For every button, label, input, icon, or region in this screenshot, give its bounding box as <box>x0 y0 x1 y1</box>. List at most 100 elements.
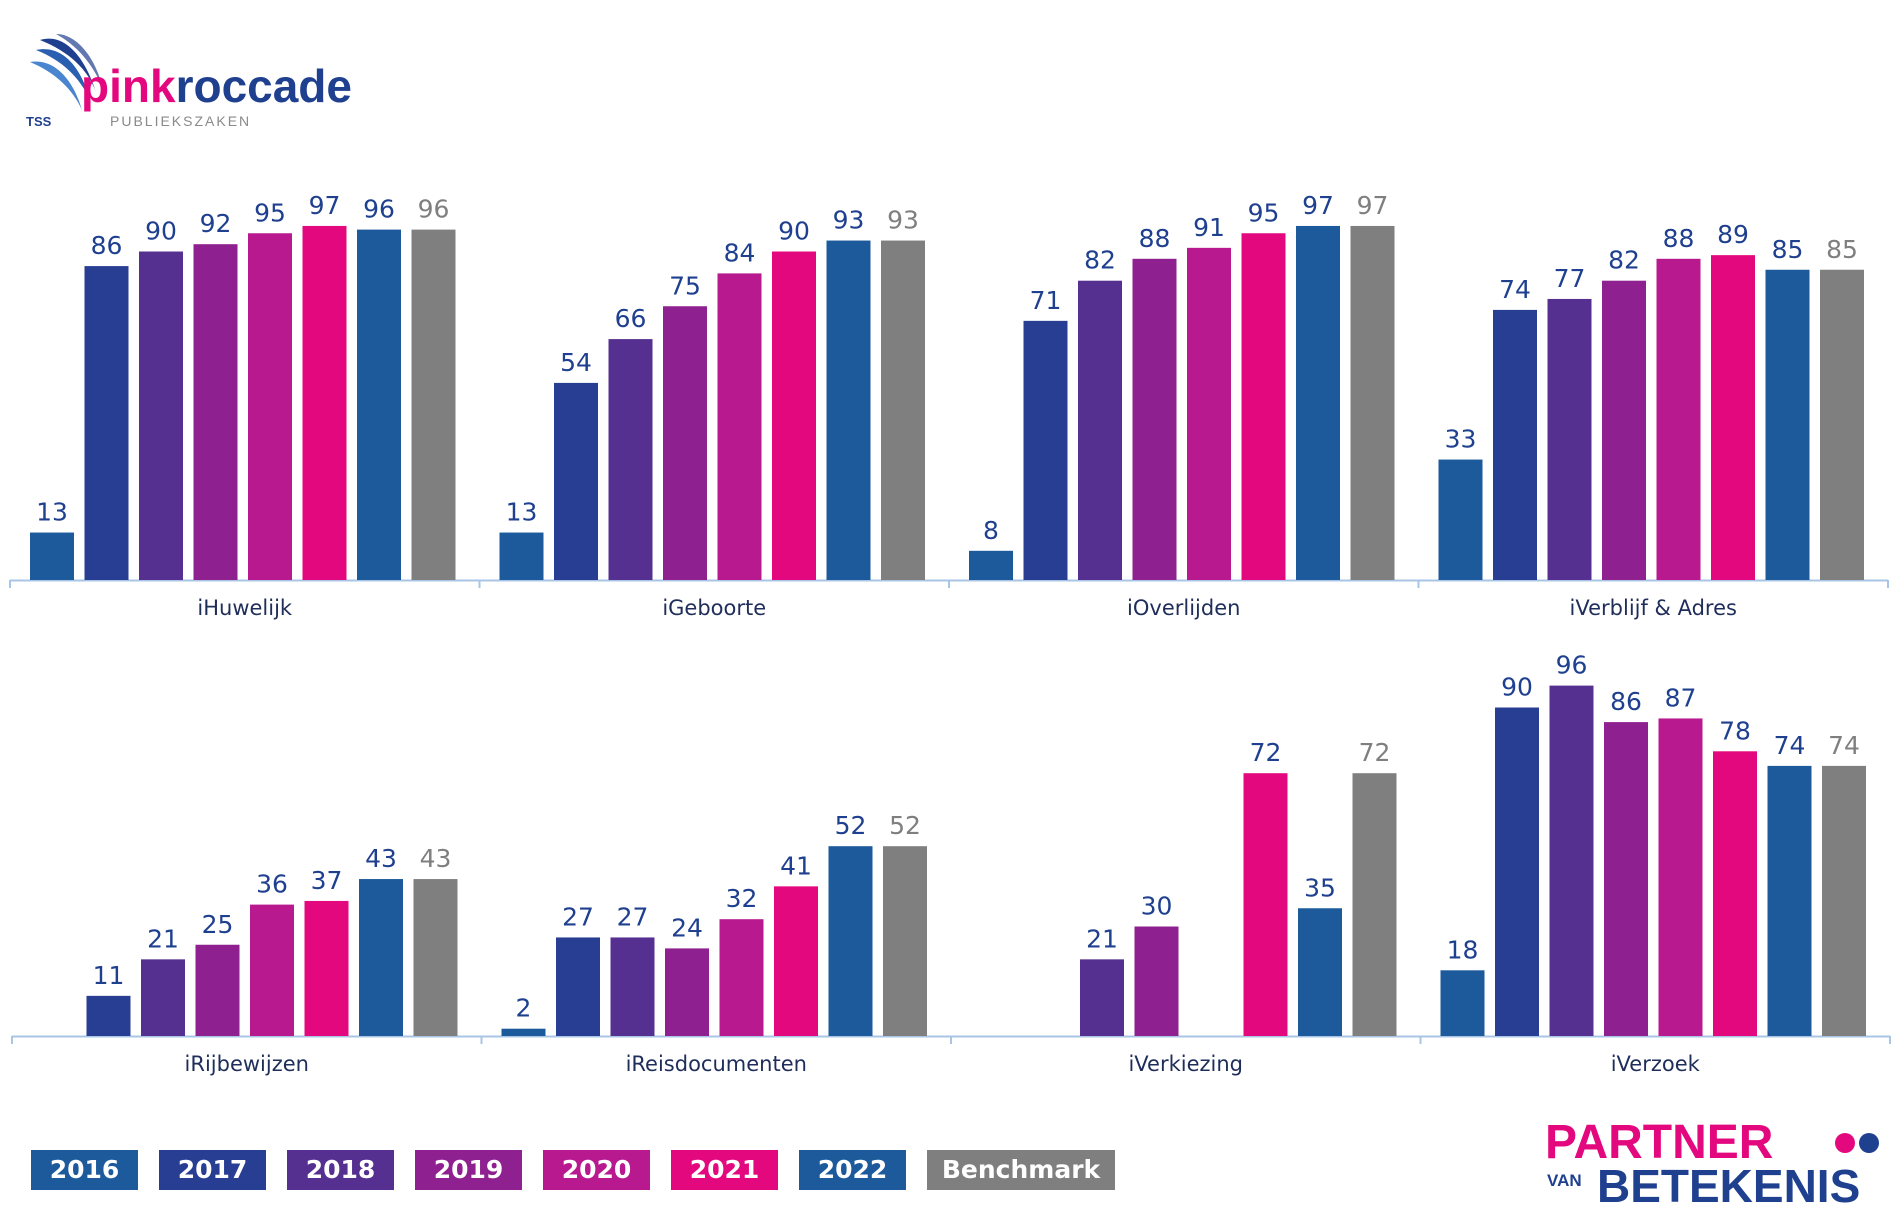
data-label: 90 <box>1501 673 1533 702</box>
category-label: iReisdocumenten <box>626 1052 807 1076</box>
data-label: 91 <box>1193 213 1225 242</box>
bar-2019 <box>663 306 707 580</box>
data-label: 35 <box>1304 873 1336 902</box>
partner-van-betekenis-logo: PARTNER VAN BETEKENIS <box>1545 1116 1879 1206</box>
category-label: iRijbewijzen <box>185 1052 309 1076</box>
category-label: iVerzoek <box>1611 1052 1701 1076</box>
bar-2016 <box>30 532 74 580</box>
bar-2016 <box>499 532 544 580</box>
data-label: 75 <box>669 271 701 300</box>
data-label: 87 <box>1665 683 1697 712</box>
bar-2020 <box>1656 258 1701 580</box>
data-label: 93 <box>833 206 865 235</box>
bar-2018 <box>1547 298 1592 580</box>
bar-benchmark <box>1822 765 1866 1036</box>
bar-2020 <box>1658 718 1703 1036</box>
bar-2021 <box>1711 255 1755 580</box>
bar-benchmark <box>1820 269 1864 580</box>
category-label: iGeboorte <box>662 596 766 620</box>
partner-van-word: VAN <box>1547 1171 1582 1190</box>
bar-2021 <box>1713 751 1757 1036</box>
data-label: 74 <box>1828 731 1860 760</box>
data-label: 52 <box>835 811 867 840</box>
category-label: iOverlijden <box>1127 596 1240 620</box>
logo-word-pink: pink <box>81 60 176 112</box>
bar-benchmark <box>883 846 927 1036</box>
data-label: 8 <box>983 516 999 545</box>
bar-2017 <box>1495 707 1539 1036</box>
data-label: 27 <box>617 902 649 931</box>
bar-2016 <box>1440 970 1485 1036</box>
data-label: 66 <box>615 304 647 333</box>
bar-benchmark <box>1352 773 1397 1036</box>
logo-subtitle: PUBLIEKSZAKEN <box>110 113 251 129</box>
logo-swirl-icon <box>30 34 102 110</box>
partner-betekenis-word: BETEKENIS <box>1597 1160 1860 1206</box>
data-label: 82 <box>1608 246 1640 275</box>
data-label: 86 <box>1610 687 1642 716</box>
data-label: 36 <box>256 870 288 899</box>
bar-2018 <box>608 339 653 580</box>
bar-2022 <box>1765 269 1810 580</box>
pinkroccade-logo: pinkroccade TSS PUBLIEKSZAKEN <box>26 34 352 129</box>
bar-2019 <box>1604 722 1648 1036</box>
data-label: 41 <box>780 851 812 880</box>
bar-2022 <box>1767 765 1812 1036</box>
data-label: 95 <box>1248 198 1280 227</box>
bar-2019 <box>1132 258 1177 580</box>
partner-dot-pink-icon <box>1835 1133 1855 1153</box>
data-label: 72 <box>1359 738 1391 767</box>
data-label: 82 <box>1084 246 1116 275</box>
bar-2019 <box>1602 280 1646 580</box>
legend-item-2016: 2016 <box>31 1150 138 1190</box>
bar-2019 <box>195 944 240 1036</box>
data-label: 96 <box>363 195 395 224</box>
bar-2021 <box>1241 233 1286 580</box>
data-label: 13 <box>506 498 538 527</box>
category-label: iVerblijf & Adres <box>1570 596 1737 620</box>
bar-2020 <box>248 233 292 580</box>
data-label: 84 <box>724 238 756 267</box>
data-label: 43 <box>420 844 452 873</box>
bar-2022 <box>357 229 401 580</box>
bar-2018 <box>141 959 185 1036</box>
bar-2017 <box>1493 309 1537 580</box>
data-label: 24 <box>671 913 703 942</box>
logo-tss: TSS <box>26 114 52 129</box>
partner-dot-blue-icon <box>1859 1133 1879 1153</box>
bar-2020 <box>717 273 762 580</box>
data-label: 88 <box>1139 224 1171 253</box>
data-label: 88 <box>1663 224 1695 253</box>
bar-2016 <box>501 1028 546 1036</box>
bar-2021 <box>1243 773 1288 1036</box>
bar-2022 <box>828 846 873 1036</box>
data-label: 13 <box>36 498 68 527</box>
data-label: 97 <box>1357 191 1389 220</box>
data-label: 96 <box>418 195 450 224</box>
bar-benchmark <box>1350 225 1395 580</box>
data-label: 90 <box>145 217 177 246</box>
data-label: 78 <box>1719 716 1751 745</box>
bar-2022 <box>1298 908 1342 1036</box>
bar-2018 <box>610 937 655 1036</box>
legend-item-2020: 2020 <box>543 1150 650 1190</box>
bar-2021 <box>774 886 818 1036</box>
data-label: 21 <box>1086 924 1118 953</box>
bar-2017 <box>1023 320 1068 580</box>
legend-item-2022: 2022 <box>799 1150 906 1190</box>
data-label: 43 <box>365 844 397 873</box>
bar-2017 <box>86 995 131 1036</box>
bar-2021 <box>302 225 347 580</box>
data-label: 37 <box>311 866 343 895</box>
data-label: 74 <box>1774 731 1806 760</box>
data-label: 97 <box>1302 191 1334 220</box>
bar-2021 <box>772 251 816 580</box>
category-label: iHuwelijk <box>197 596 293 620</box>
partner-word: PARTNER <box>1545 1116 1773 1169</box>
bar-2019 <box>1134 926 1179 1036</box>
data-label: 32 <box>726 884 758 913</box>
bar-2017 <box>84 266 129 580</box>
legend-item-2018: 2018 <box>287 1150 394 1190</box>
bar-2020 <box>1187 247 1231 580</box>
